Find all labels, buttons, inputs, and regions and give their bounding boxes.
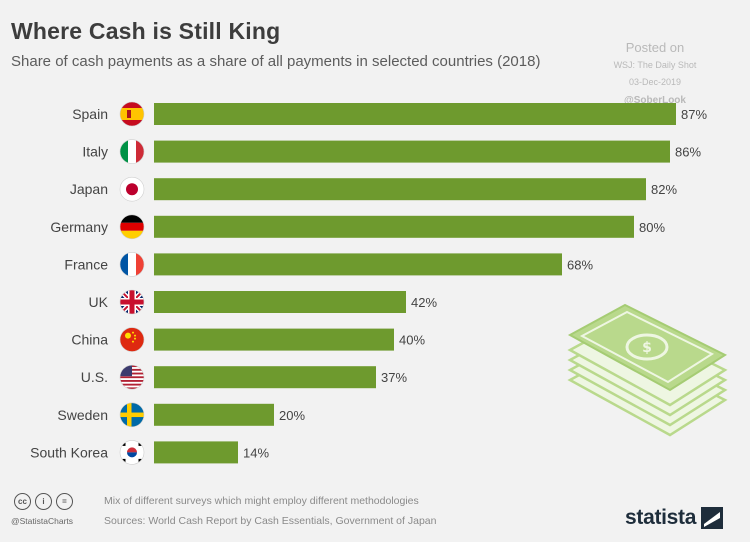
value-label: 14% xyxy=(243,445,269,460)
attribution-icon: i xyxy=(35,493,52,510)
statista-logo-icon xyxy=(701,507,724,529)
category-label: Japan xyxy=(70,181,108,197)
money-stack-icon: $ xyxy=(567,303,728,437)
bar xyxy=(154,253,562,276)
statista-handle: @StatistaCharts xyxy=(11,516,74,526)
france-flag-icon xyxy=(119,252,145,277)
bar xyxy=(154,215,634,238)
statista-logo[interactable]: statista xyxy=(625,506,724,530)
japan-flag-icon xyxy=(119,176,145,202)
chart-subtitle: Share of cash payments as a share of all… xyxy=(11,53,541,70)
spain-flag-icon xyxy=(119,101,145,127)
svg-text:$: $ xyxy=(642,340,652,356)
bar xyxy=(154,403,274,426)
watermark: Posted on WSJ: The Daily Shot 03-Dec-201… xyxy=(580,40,730,106)
bar xyxy=(154,140,670,163)
watermark-date: 03-Dec-2019 xyxy=(628,77,682,87)
bar xyxy=(154,328,394,351)
germany-flag-icon xyxy=(119,214,145,240)
value-label: 82% xyxy=(651,182,677,197)
category-label: UK xyxy=(89,294,109,310)
italy-flag-icon xyxy=(119,139,145,164)
no-derivatives-icon: = xyxy=(56,493,73,510)
chart-title: Where Cash is Still King xyxy=(11,18,281,44)
bar xyxy=(154,441,238,464)
watermark-handle: @SoberLook xyxy=(624,95,686,106)
watermark-source: WSJ: The Daily Shot xyxy=(613,60,697,70)
china-flag-icon xyxy=(119,327,145,352)
value-label: 20% xyxy=(279,408,305,423)
watermark-posted: Posted on xyxy=(625,40,685,55)
footnote: Mix of different surveys which might emp… xyxy=(104,495,419,507)
category-label: South Korea xyxy=(30,444,108,460)
category-label: Sweden xyxy=(57,407,108,423)
value-label: 86% xyxy=(675,145,701,160)
bar xyxy=(154,178,646,201)
category-label: Germany xyxy=(50,219,108,235)
license-icons: cc i = xyxy=(14,493,73,510)
source-note: Sources: World Cash Report by Cash Essen… xyxy=(104,515,437,527)
bar xyxy=(154,291,406,313)
value-label: 40% xyxy=(399,333,425,348)
us-flag-icon xyxy=(119,364,145,390)
category-label: U.S. xyxy=(81,369,108,385)
value-label: 42% xyxy=(411,295,437,310)
uk-flag-icon xyxy=(119,289,145,315)
bar xyxy=(154,366,376,389)
category-label: Spain xyxy=(72,106,108,122)
south-korea-flag-icon xyxy=(119,440,145,465)
value-label: 37% xyxy=(381,370,407,385)
category-label: Italy xyxy=(82,144,108,160)
value-label: 80% xyxy=(639,220,665,235)
statista-logo-text: statista xyxy=(625,506,697,529)
sweden-flag-icon xyxy=(119,402,145,428)
category-label: China xyxy=(71,332,108,348)
value-label: 68% xyxy=(567,257,593,272)
bar xyxy=(154,103,676,125)
bar-chart: Spain 87% Italy 86% Japan 82% Germany 80% France… xyxy=(30,101,707,465)
cc-icon: cc xyxy=(14,493,31,510)
value-label: 87% xyxy=(681,107,707,122)
category-label: France xyxy=(64,256,108,272)
